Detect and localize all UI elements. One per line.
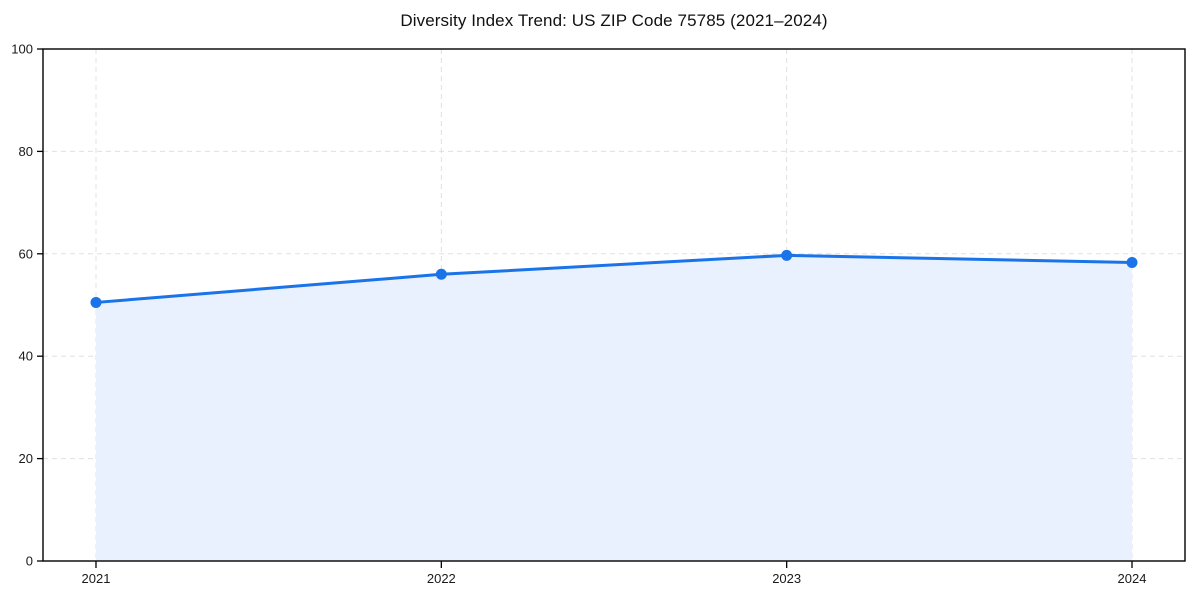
- x-tick-label: 2023: [772, 571, 801, 586]
- data-point-marker: [781, 249, 793, 261]
- y-tick-label: 60: [19, 246, 33, 261]
- y-tick-label: 20: [19, 451, 33, 466]
- y-tick-label: 100: [11, 42, 33, 57]
- area-fill: [95, 255, 1133, 561]
- y-tick-label: 0: [26, 554, 33, 569]
- y-tick-label: 80: [19, 144, 33, 159]
- x-tick-label: 2021: [82, 571, 111, 586]
- data-point-marker: [1126, 257, 1138, 269]
- y-tick-label: 40: [19, 349, 33, 364]
- plot-border: [42, 48, 1186, 562]
- data-point-marker: [435, 268, 447, 280]
- data-point-marker: [90, 296, 102, 308]
- x-tick-label: 2022: [427, 571, 456, 586]
- trend-line: [94, 253, 1134, 304]
- chart-title: Diversity Index Trend: US ZIP Code 75785…: [400, 11, 828, 30]
- x-tick-label: 2024: [1118, 571, 1147, 586]
